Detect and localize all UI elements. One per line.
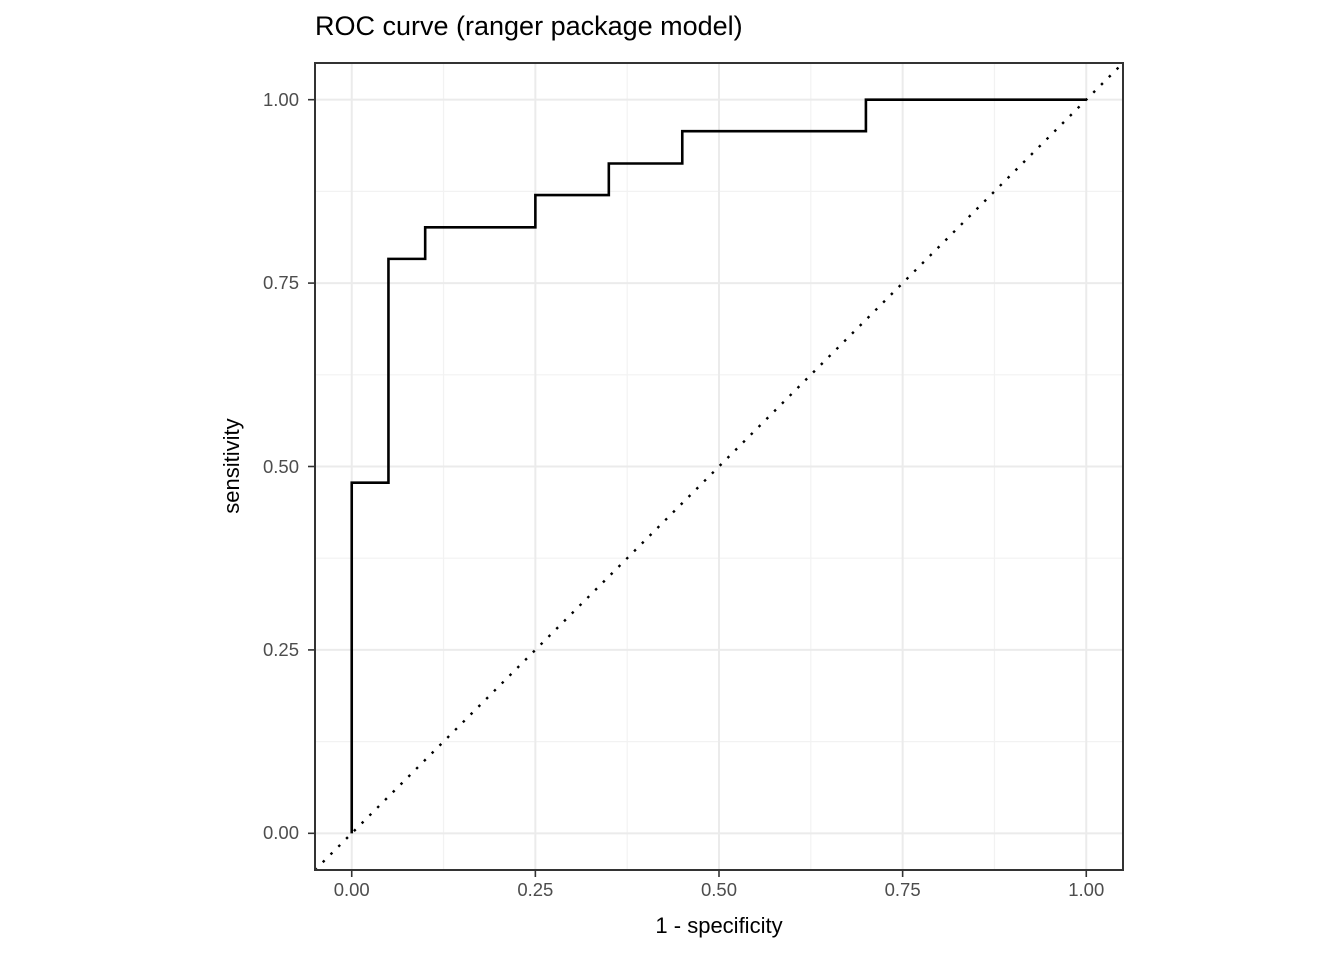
x-tick-label: 0.50 bbox=[700, 879, 737, 900]
panel-border bbox=[314, 62, 1124, 871]
y-tick-label: 0.25 bbox=[262, 638, 299, 660]
x-axis-title: 1 - specificity bbox=[655, 913, 783, 938]
y-axis-title: sensitivity bbox=[219, 418, 244, 514]
x-tick-label: 0.25 bbox=[517, 879, 554, 900]
roc-curve-line bbox=[350, 98, 1087, 834]
y-tick-label: 0.75 bbox=[262, 272, 299, 294]
y-tick-label: 1.00 bbox=[262, 88, 299, 110]
y-tick-label: 0.50 bbox=[262, 455, 299, 477]
x-tick-label: 1.00 bbox=[1068, 879, 1105, 900]
y-tick-label: 0.00 bbox=[262, 822, 299, 844]
x-tick-label: 0.00 bbox=[333, 879, 370, 900]
chart-title: ROC curve (ranger package model) bbox=[315, 11, 743, 41]
x-tick-label: 0.75 bbox=[884, 879, 921, 900]
